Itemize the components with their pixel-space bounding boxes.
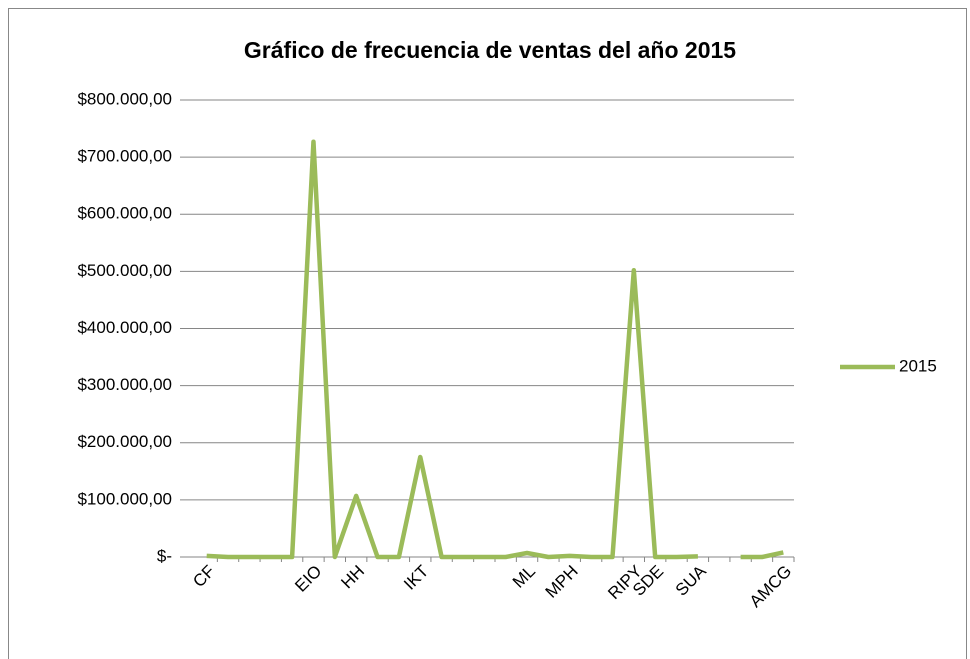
chart-title: Gráfico de frecuencia de ventas del año … xyxy=(244,37,736,63)
y-tick-label: $400.000,00 xyxy=(77,318,172,337)
y-tick-label: $500.000,00 xyxy=(77,261,172,280)
line-series xyxy=(740,550,784,560)
legend-label: 2015 xyxy=(899,356,937,375)
line-series xyxy=(206,139,698,560)
chart-frame xyxy=(8,8,967,659)
y-tick-label: $600.000,00 xyxy=(77,204,172,223)
y-tick-label: $700.000,00 xyxy=(77,147,172,166)
y-tick-label: $300.000,00 xyxy=(77,375,172,394)
y-tick-label: $200.000,00 xyxy=(77,432,172,451)
y-tick-label: $800.000,00 xyxy=(77,89,172,108)
y-tick-label: $- xyxy=(157,546,172,565)
y-tick-label: $100.000,00 xyxy=(77,489,172,508)
